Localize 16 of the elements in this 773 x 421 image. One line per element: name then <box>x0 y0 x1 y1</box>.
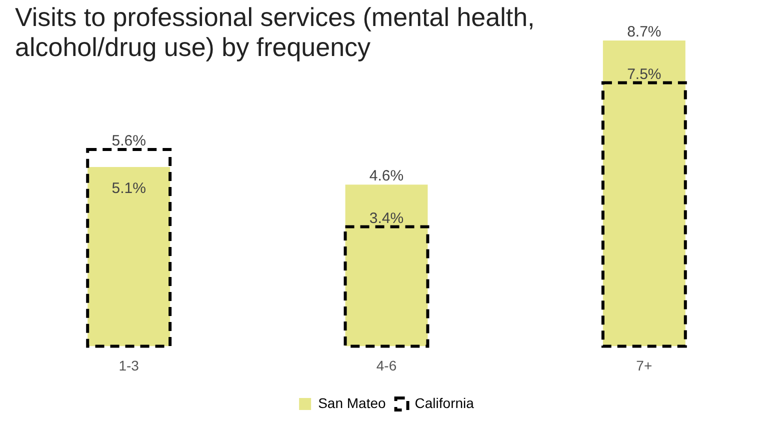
legend-label: San Mateo <box>318 394 386 411</box>
chart-title: Visits to professional services (mental health, alcohol/drug use) by frequency <box>15 2 536 62</box>
data-label: 8.7% <box>627 24 662 41</box>
x-tick-label: 1-3 <box>118 357 140 374</box>
data-label: 5.1% <box>112 180 146 198</box>
data-label: 3.4% <box>369 210 404 227</box>
x-tick-label: 7+ <box>636 357 652 374</box>
data-label: 4.6% <box>369 168 404 185</box>
data-label: 7.5% <box>627 66 662 83</box>
bar <box>602 40 686 346</box>
data-label: 5.6% <box>112 132 146 150</box>
x-tick-label: 4-6 <box>376 357 397 374</box>
bar <box>601 81 687 348</box>
bar <box>345 184 428 346</box>
bar <box>344 225 430 348</box>
legend-label: California <box>414 394 474 411</box>
